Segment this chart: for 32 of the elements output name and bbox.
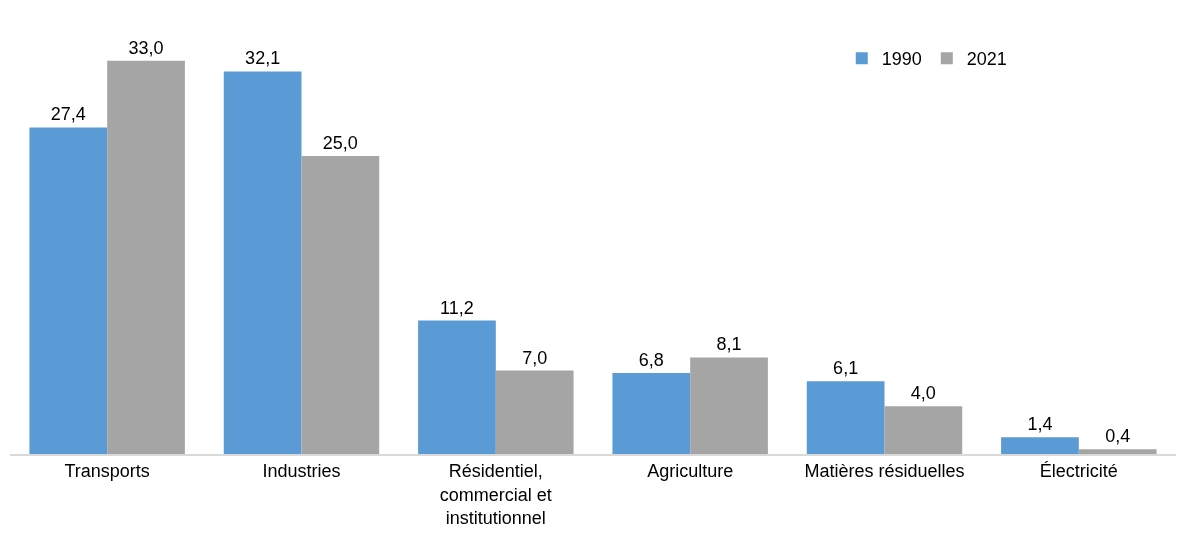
legend-label: 2021 xyxy=(966,49,1007,70)
bar xyxy=(495,370,574,454)
x-tick-label: Agriculture xyxy=(647,461,734,482)
data-label: 27,4 xyxy=(50,104,86,125)
bar xyxy=(301,156,380,454)
data-label: 8,1 xyxy=(716,334,742,355)
data-label: 4,0 xyxy=(910,383,936,404)
bar xyxy=(107,60,185,454)
data-label: 33,0 xyxy=(128,37,164,58)
x-tick-label: Électricité xyxy=(1039,461,1118,482)
bar xyxy=(612,372,691,454)
x-tick-label: Transports xyxy=(64,461,150,482)
data-label: 0,4 xyxy=(1105,426,1131,447)
data-label: 11,2 xyxy=(440,297,474,318)
data-label: 1,4 xyxy=(1027,414,1053,435)
data-label: 7,0 xyxy=(522,347,548,368)
bar xyxy=(690,357,768,454)
bar xyxy=(223,71,302,454)
x-tick-label: Industries xyxy=(262,461,341,482)
legend-label: 1990 xyxy=(881,49,922,70)
x-tick-label: Matières résiduelles xyxy=(804,461,965,482)
bar xyxy=(418,320,496,454)
data-label: 25,0 xyxy=(322,133,358,154)
bar xyxy=(29,127,108,454)
bar xyxy=(806,381,885,454)
data-label: 32,1 xyxy=(245,48,281,69)
bar xyxy=(884,406,963,454)
data-label: 6,8 xyxy=(638,349,664,370)
bar xyxy=(1078,449,1157,454)
bar xyxy=(1001,437,1079,454)
x-tick-label: Résidentiel, commercial et institutionnel xyxy=(439,461,552,529)
data-label: 6,1 xyxy=(833,358,859,379)
